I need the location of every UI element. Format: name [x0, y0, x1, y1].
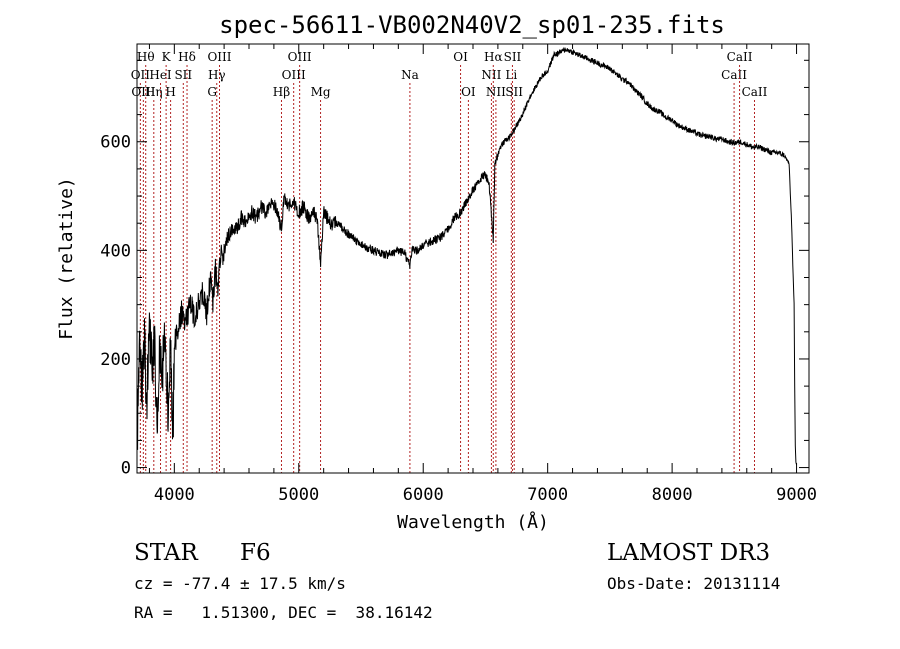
object-class: STAR — [134, 540, 198, 566]
line-label: NII — [486, 85, 506, 99]
spectrum-line — [136, 46, 798, 466]
line-label: Na — [401, 68, 419, 82]
y-tick-label: 600 — [100, 133, 131, 153]
line-label: CaII — [742, 85, 768, 99]
line-label: SII — [505, 85, 523, 99]
axis-ticks: 4000 5000 6000 7000 8000 9000 0 200 400 600 — [100, 44, 817, 505]
plot-frame — [136, 43, 810, 474]
line-label: H — [165, 85, 175, 99]
line-label: Li — [505, 68, 517, 82]
y-tick-label: 200 — [100, 350, 131, 370]
line-label: OII — [131, 68, 151, 82]
line-label: Mg — [311, 85, 331, 99]
line-label: Hγ — [208, 68, 226, 82]
line-label: SII — [504, 50, 522, 64]
line-label: CaII — [727, 50, 753, 64]
x-tick-label: 4000 — [154, 485, 195, 505]
x-tick-label: 8000 — [652, 485, 693, 505]
line-label: OIII — [288, 50, 312, 64]
coordinates: RA = 1.51300, DEC = 38.16142 — [134, 603, 433, 622]
line-label: OIII — [207, 50, 231, 64]
y-tick-label: 0 — [121, 459, 131, 479]
observation-date: Obs-Date: 20131114 — [607, 574, 781, 593]
line-label: SII — [174, 68, 192, 82]
line-label: Hβ — [273, 85, 290, 99]
x-tick-label: 7000 — [527, 485, 568, 505]
x-tick-label: 9000 — [776, 485, 817, 505]
line-label: NII — [481, 68, 501, 82]
line-label: HeI — [149, 68, 172, 82]
x-axis-label: Wavelength (Å) — [397, 511, 549, 533]
survey-name: LAMOST DR3 — [607, 540, 771, 566]
y-tick-label: 400 — [100, 241, 131, 261]
line-label: Hδ — [178, 50, 196, 64]
line-label: OI — [461, 85, 476, 99]
emission-line-markers: OIIOIIIHθHηHeIKHSIIHδGHγOIIIHβOIIIOIIIMg… — [131, 50, 768, 473]
y-axis-label: Flux (relative) — [56, 177, 77, 340]
line-label: OIII — [282, 68, 306, 82]
line-label: Hα — [484, 50, 503, 64]
chart-title: spec-56611-VB002N40V2_sp01-235.fits — [219, 11, 725, 39]
line-label: K — [162, 50, 172, 64]
redshift-velocity: cz = -77.4 ± 17.5 km/s — [134, 574, 346, 593]
object-subclass: F6 — [240, 540, 271, 566]
x-tick-label: 5000 — [278, 485, 319, 505]
line-label: CaII — [721, 68, 747, 82]
line-label: OI — [453, 50, 468, 64]
x-tick-label: 6000 — [403, 485, 444, 505]
line-label: Hθ — [137, 50, 155, 64]
line-label: G — [207, 85, 217, 99]
line-label: Hη — [145, 85, 163, 99]
